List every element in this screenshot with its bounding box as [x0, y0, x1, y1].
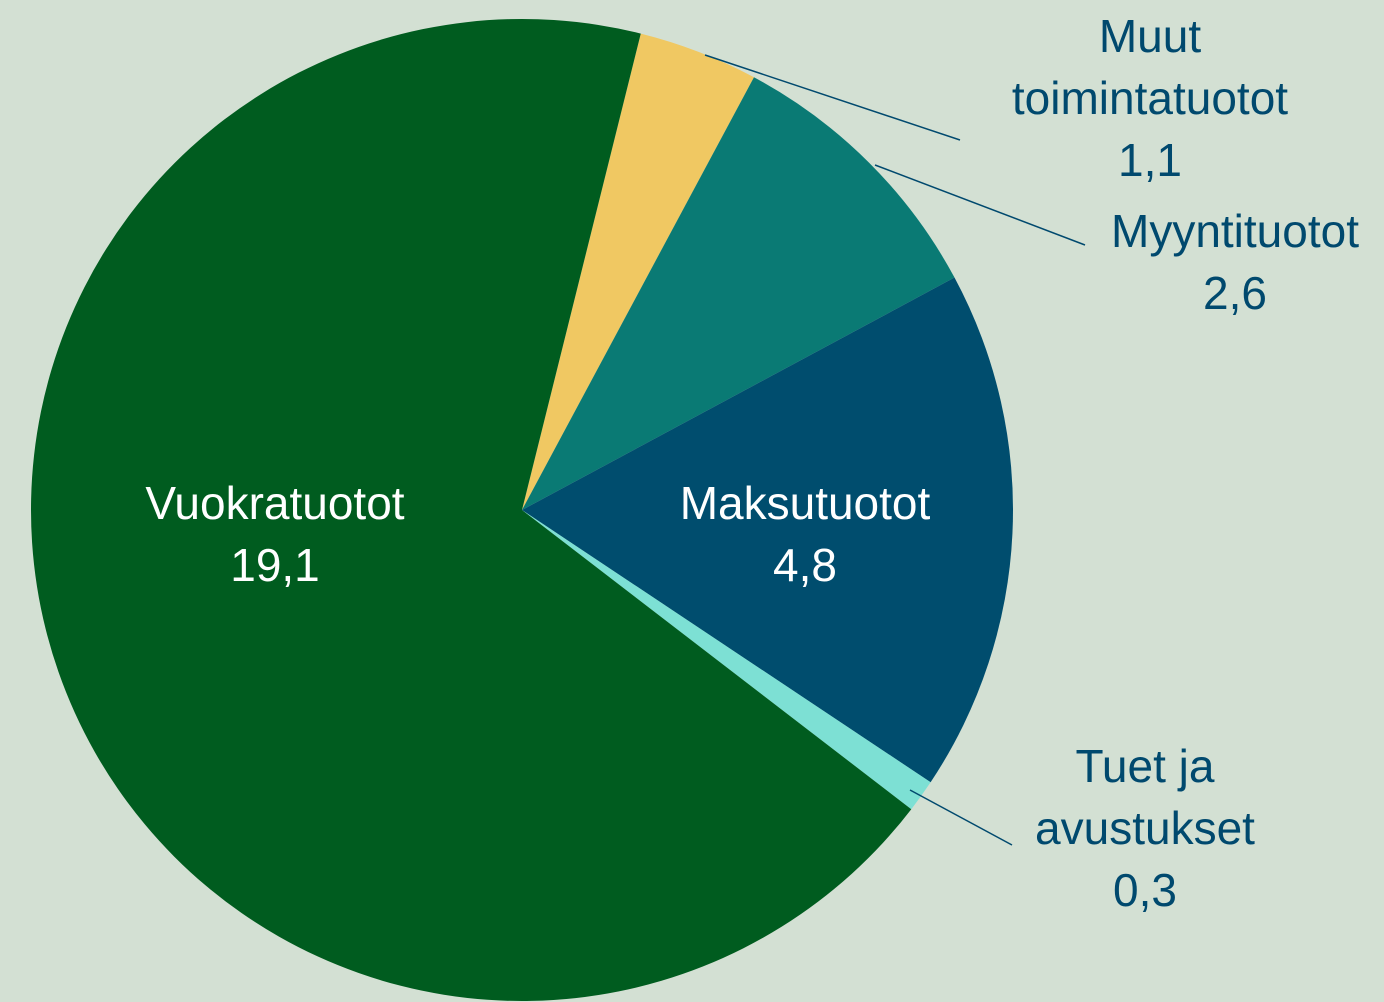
slice-label: Vuokratuotot 19,1 — [110, 472, 440, 596]
leader-line — [704, 54, 961, 141]
pie-slice — [31, 19, 912, 1001]
slice-name: Myyntituotot — [1111, 205, 1359, 257]
leader-line — [874, 164, 1086, 246]
pie-slice — [522, 277, 1014, 783]
slice-name: Vuokratuotot — [145, 477, 405, 529]
slice-label: Myyntituotot 2,6 — [1085, 200, 1384, 324]
slice-value: 0,3 — [1113, 864, 1177, 916]
slice-name: Maksutuotot — [679, 477, 931, 529]
slice-label: Muut toimintatuotot 1,1 — [985, 5, 1315, 191]
slice-name: Muut toimintatuotot — [1011, 10, 1289, 124]
leader-line — [909, 789, 1013, 846]
slice-value: 1,1 — [1118, 134, 1182, 186]
slice-value: 4,8 — [773, 539, 837, 591]
slice-name: Tuet ja avustukset — [1035, 740, 1255, 854]
slice-value: 19,1 — [230, 539, 320, 591]
slice-value: 2,6 — [1203, 267, 1267, 319]
slice-label: Maksutuotot 4,8 — [640, 472, 970, 596]
pie-slice — [522, 77, 955, 511]
pie-slice — [522, 33, 754, 510]
slice-label: Tuet ja avustukset 0,3 — [1010, 735, 1280, 921]
pie-slice — [522, 510, 931, 810]
